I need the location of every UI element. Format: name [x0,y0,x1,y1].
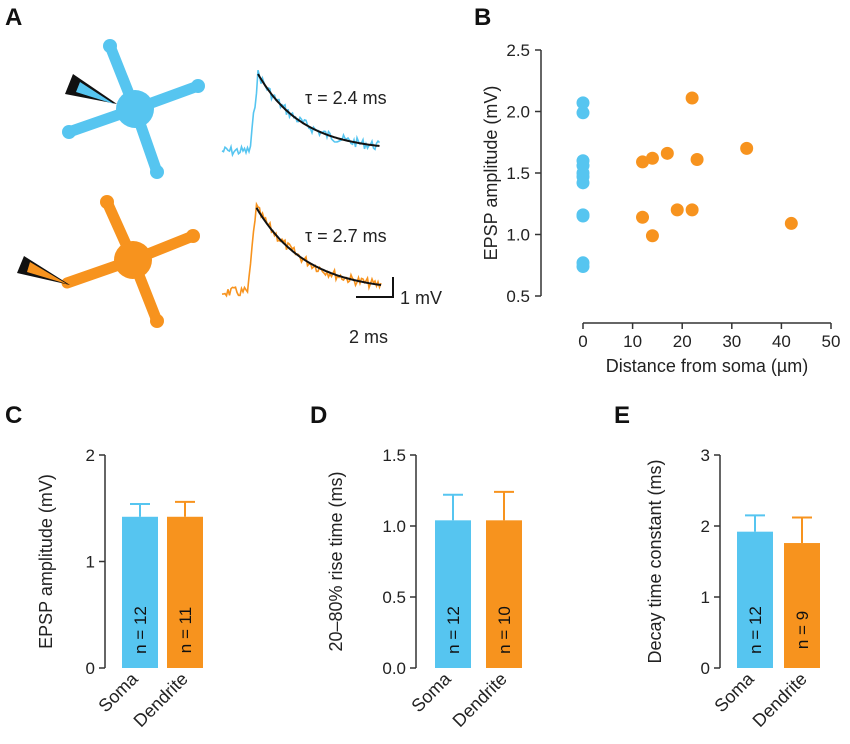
panel-label-a: A [5,4,22,31]
scatter-chart-b: 0.5 1.0 1.5 2.0 2.5 0 10 20 30 40 50 Distance from … [481,41,840,376]
e-category-label-soma: Soma [710,668,758,716]
scatter-point-dendrite [685,91,699,105]
scatter-point-dendrite [636,210,650,224]
scatter-point-dendrite [740,141,754,155]
e-y-axis-title: Decay time constant (ms) [645,459,665,663]
b-x-tick-label: 40 [772,332,791,351]
d-bar-dendrite [486,520,522,668]
b-y-axis-title: EPSP amplitude (mV) [481,86,501,261]
scatter-point-soma [576,259,590,273]
c-n-label-soma: n = 12 [131,606,150,654]
soma-neuron-cell-body [116,90,154,128]
b-y-tick-label: 2.5 [506,41,530,60]
c-y-tick-label: 1 [86,553,95,572]
b-x-tick-label: 10 [623,332,642,351]
scatter-point-soma [576,106,590,120]
e-n-label-soma: n = 12 [746,606,765,654]
scatter-point-soma [576,96,590,110]
b-x-tick-label: 0 [578,332,587,351]
panel-label-c: C [5,402,22,429]
scatter-point-dendrite [784,216,798,230]
soma-exponential-fit [257,73,380,147]
soma-tau-label: τ = 2.4 ms [305,88,387,108]
b-x-tick-label: 30 [722,332,741,351]
c-n-label-dendrite: n = 11 [176,607,195,653]
e-bar-dendrite [784,543,820,668]
b-y-tick-label: 0.5 [506,287,530,306]
c-y-tick-label: 2 [86,446,95,465]
b-x-tick-label: 20 [673,332,692,351]
panel-label-b: B [474,4,491,31]
dendrite-tau-label: τ = 2.7 ms [305,226,387,246]
d-y-axis-title: 20–80% rise time (ms) [326,471,346,651]
dendrite-pipette-icon [17,256,70,285]
d-n-label-soma: n = 12 [444,606,463,654]
c-y-tick-label: 0 [86,659,95,678]
panel-label-e: E [614,402,630,429]
scatter-point-dendrite [685,203,699,217]
b-y-tick-label: 1.5 [506,164,530,183]
d-bar-soma [435,520,471,668]
b-x-axis-title: Distance from soma (µm) [606,356,808,376]
d-y-tick-label: 0.0 [382,659,406,678]
e-y-tick-label: 0 [701,659,710,678]
dendrite-epsp-trace [221,201,382,298]
e-n-label-dendrite: n = 9 [793,611,812,649]
d-category-label-dendrite: Dendrite [449,669,511,731]
d-y-tick-label: 1.0 [382,517,406,536]
d-n-label-dendrite: n = 10 [495,606,514,654]
scatter-point-soma [576,176,590,190]
b-x-tick-label: 50 [822,332,841,351]
e-category-label-dendrite: Dendrite [749,669,811,731]
d-category-label-soma: Soma [407,668,455,716]
soma-neuron-dendrite-tips [62,39,205,179]
bar-chart-e: 0 1 2 3 Decay time constant (ms) n = 12 Soma n … [645,446,820,731]
bar-chart-c: 0 1 2 EPSP amplitude (mV) n = 12 Soma n = 11 De… [36,446,203,731]
d-y-tick-label: 1.5 [382,446,406,465]
scatter-point-dendrite [645,229,659,243]
scatter-point-dendrite [660,146,674,160]
scale-bar-time-label: 2 ms [349,327,388,347]
c-category-label-soma: Soma [94,668,142,716]
scatter-point-dendrite [670,203,684,217]
scatter-point-dendrite [645,151,659,165]
scale-bar: 1 mV 2 ms [349,277,442,347]
e-y-tick-label: 1 [701,588,710,607]
c-y-axis-title: EPSP amplitude (mV) [36,474,56,649]
soma-trace: τ = 2.4 ms [221,69,387,158]
b-y-tick-label: 2.0 [506,103,530,122]
c-bar-soma [122,516,158,668]
c-category-label-dendrite: Dendrite [130,669,192,731]
e-y-tick-label: 3 [701,446,710,465]
scale-bar-lines [356,277,394,298]
b-y-tick-label: 1.0 [506,226,530,245]
scatter-point-soma [576,209,590,223]
dendrite-neuron-diagram [17,195,200,328]
c-bar-dendrite [167,516,203,668]
scale-bar-voltage-label: 1 mV [400,288,442,308]
dendrite-neuron-dendrite-tips [100,195,200,328]
dendrite-trace: τ = 2.7 ms [221,201,387,298]
e-y-tick-label: 2 [701,517,710,536]
scatter-point-dendrite [636,155,650,169]
e-bar-soma [737,531,773,668]
soma-neuron-diagram [62,39,205,179]
panel-label-d: D [310,402,327,429]
bar-chart-d: 0.0 0.5 1.0 1.5 20–80% rise time (ms) n = 12 S… [326,446,522,731]
soma-pipette-icon [65,74,117,104]
d-y-tick-label: 0.5 [382,588,406,607]
dendrite-exponential-fit [255,207,382,286]
scatter-point-dendrite [690,152,704,166]
dendrite-neuron-cell-body [114,241,152,279]
